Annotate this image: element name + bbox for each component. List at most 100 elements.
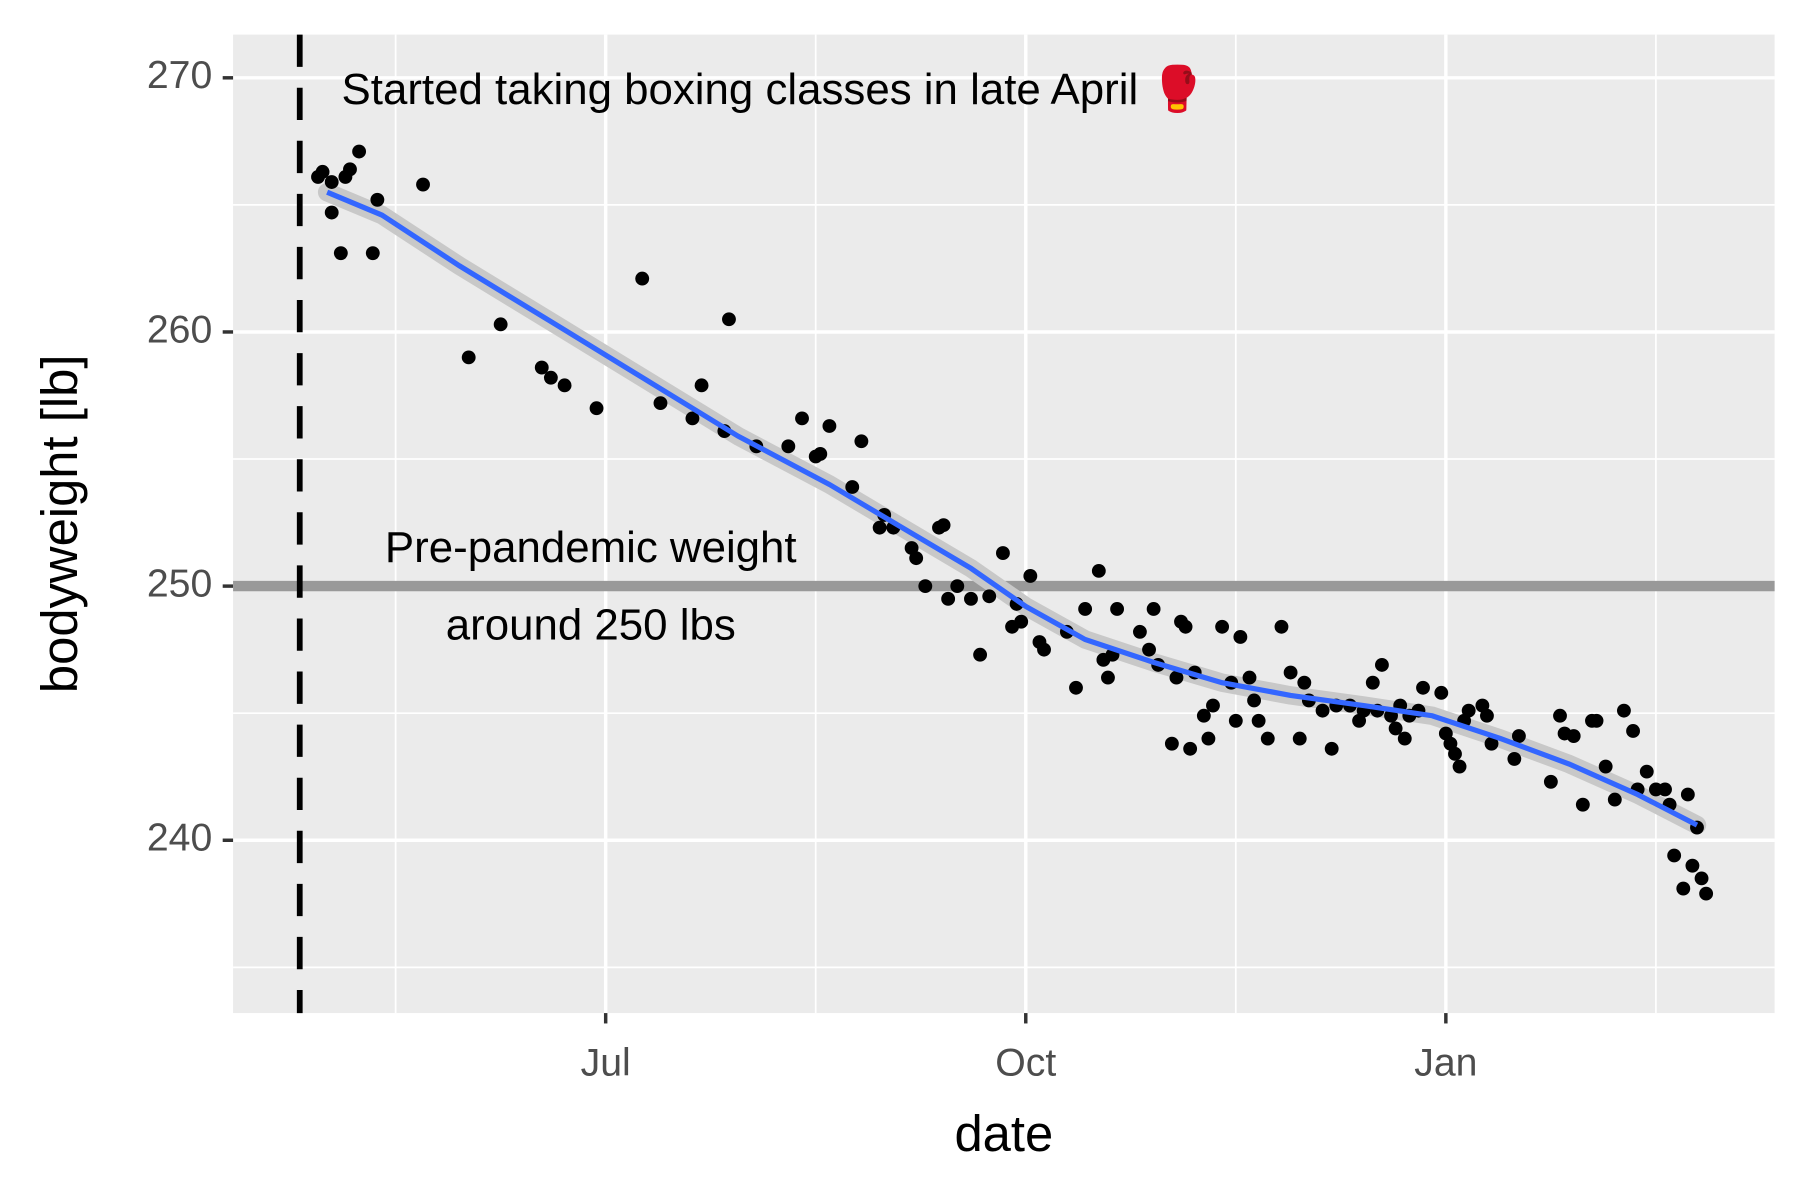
point [557,378,572,393]
point [370,192,385,207]
point [694,378,709,393]
point [1101,670,1115,685]
point [1543,774,1558,789]
point [936,518,951,533]
point [845,480,860,494]
point [1375,657,1389,672]
point [1598,759,1613,774]
point [1142,642,1156,657]
y-tick-label: 250 [147,561,212,605]
point [343,162,357,177]
panel [233,34,1775,1014]
point [872,520,887,535]
annotation: Started taking boxing classes in late Ap… [342,64,1205,114]
point [493,317,508,332]
point [982,589,997,604]
point [1247,693,1261,708]
point [1434,685,1449,700]
point [1480,708,1494,723]
point [543,370,558,385]
y-axis-title: bodyweight [lb] [31,355,88,694]
point [1260,731,1275,746]
point [589,401,604,416]
point [1196,708,1211,723]
point [1069,680,1083,695]
point [822,419,837,433]
point [1023,569,1038,583]
point [1315,703,1330,718]
point [973,647,988,662]
x-tick-label: Oct [995,1040,1056,1084]
point [1676,881,1691,896]
point [1639,764,1654,779]
point [941,591,956,606]
point [685,411,700,426]
point [1680,787,1695,802]
point [333,246,348,261]
point [1566,729,1581,743]
point [1242,670,1257,685]
point [781,439,796,454]
point [1607,792,1622,807]
point [1132,624,1147,639]
point [1110,602,1125,616]
point [1228,713,1243,728]
point [461,350,476,365]
y-tick-label: 240 [147,816,212,860]
point [315,164,330,179]
point [1667,848,1682,863]
point [1699,886,1714,901]
point [1178,619,1193,634]
point [1589,713,1604,728]
point [1617,703,1631,718]
x-tick-label: Jul [581,1040,631,1084]
point [1164,736,1179,751]
point [1251,713,1266,728]
point [996,546,1010,560]
x-tick-label: Jan [1414,1040,1477,1084]
point [918,579,933,594]
point [1511,729,1526,743]
point [1233,630,1248,644]
point [635,271,650,286]
point [1397,731,1412,746]
trend-line [326,189,1699,828]
point [1292,731,1307,746]
point [1283,665,1298,680]
point [324,175,339,189]
point [1146,602,1161,616]
point [1206,698,1220,713]
point [1183,741,1198,756]
point [352,144,367,159]
point [1078,602,1093,616]
point [964,591,978,606]
point [1274,619,1289,634]
point [324,205,339,220]
point [1014,614,1029,629]
point [1324,741,1339,756]
annotation: Pre-pandemic weight [385,523,797,572]
point [1416,680,1430,695]
point [1365,675,1380,690]
point [1575,797,1590,812]
point [653,396,668,411]
point [1461,703,1476,718]
point [1201,731,1216,746]
y-tick-label: 270 [147,53,212,97]
x-axis-title: date [954,1105,1053,1162]
point [1484,736,1499,751]
point [1507,752,1522,766]
point [722,312,736,327]
point [854,434,869,449]
annotation: around 250 lbs [446,600,736,649]
point [365,246,380,261]
point [1694,871,1709,886]
point [416,177,430,192]
point [1626,724,1640,738]
point [1297,675,1312,690]
point [1215,619,1230,634]
point [1169,670,1184,685]
point [534,360,549,375]
